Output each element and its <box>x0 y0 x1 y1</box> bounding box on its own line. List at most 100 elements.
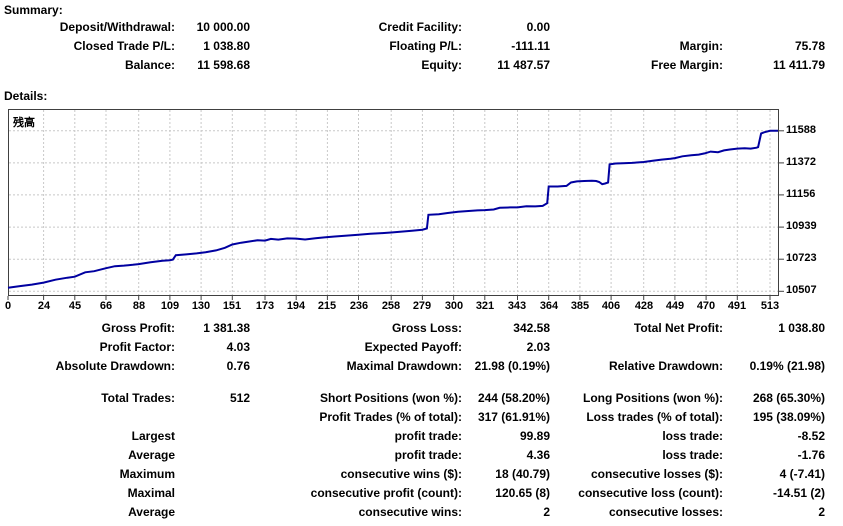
row-value: 2 <box>818 505 825 519</box>
x-tick-label: 491 <box>727 300 747 312</box>
x-tick-label: 258 <box>381 300 401 312</box>
balance-chart-plot <box>0 109 843 320</box>
x-tick-label: 449 <box>665 300 685 312</box>
row-label: Short Positions (won %): <box>320 391 462 405</box>
row-label: Profit Factor: <box>99 340 175 354</box>
row-value: 2.03 <box>526 340 550 354</box>
x-tick-label: 300 <box>444 300 464 312</box>
row-value: 4 (-7.41) <box>779 467 825 481</box>
row-label: Free Margin: <box>650 58 723 72</box>
row-label: Maximal Drawdown: <box>346 359 462 373</box>
row-value: 75.78 <box>794 39 825 53</box>
x-tick-label: 279 <box>412 300 432 312</box>
balance-chart: 残高 11588 11372 11156 10939 10723 10507 0 24 45 6… <box>0 109 843 315</box>
x-tick-label: 0 <box>4 300 12 312</box>
x-tick-label: 406 <box>601 300 621 312</box>
row-value: 0.76 <box>226 359 250 373</box>
y-tick-label: 11156 <box>786 188 816 200</box>
row-label: Maximum <box>119 467 175 481</box>
x-tick-label: 151 <box>222 300 242 312</box>
x-tick-label: 236 <box>349 300 369 312</box>
row-value: 244 (58.20%) <box>477 391 550 405</box>
row-label: Total Trades: <box>101 391 175 405</box>
row-label: Gross Profit: <box>101 321 175 335</box>
y-tick-label: 11588 <box>786 124 816 136</box>
x-tick-label: 343 <box>507 300 527 312</box>
row-value: 11 411.79 <box>772 58 825 72</box>
row-label: Loss trades (% of total): <box>586 410 723 424</box>
row-value: 1 381.38 <box>203 321 250 335</box>
row-value: -14.51 (2) <box>772 486 825 500</box>
x-tick-label: 321 <box>475 300 495 312</box>
y-tick-label: 10723 <box>786 252 817 264</box>
row-label: Credit Facility: <box>378 20 462 34</box>
row-value: 195 (38.09%) <box>752 410 825 424</box>
row-value: 4.36 <box>526 448 550 462</box>
y-tick-label: 10507 <box>786 284 817 296</box>
row-value: 268 (65.30%) <box>752 391 825 405</box>
x-tick-label: 385 <box>570 300 590 312</box>
chart-title: 残高 <box>13 117 35 129</box>
x-tick-label: 428 <box>634 300 654 312</box>
x-tick-label: 109 <box>160 300 180 312</box>
row-label: consecutive wins ($): <box>340 467 462 481</box>
balance-line <box>7 129 778 289</box>
row-value: 4.03 <box>226 340 250 354</box>
row-label: Total Net Profit: <box>633 321 723 335</box>
row-label: Average <box>128 505 175 519</box>
row-value: 0.00 <box>526 20 550 34</box>
row-value: 18 (40.79) <box>495 467 550 481</box>
x-tick-label: 130 <box>191 300 211 312</box>
x-tick-label: 88 <box>132 300 146 312</box>
row-value: 1 038.80 <box>778 321 825 335</box>
row-label: consecutive losses ($): <box>590 467 723 481</box>
row-label: Long Positions (won %): <box>583 391 723 405</box>
row-label: Maximal <box>127 486 175 500</box>
x-tick-label: 24 <box>37 300 51 312</box>
x-tick-label: 45 <box>68 300 82 312</box>
row-label: loss trade: <box>662 429 723 443</box>
y-tick-label: 10939 <box>786 220 817 232</box>
row-value: 99.89 <box>519 429 550 443</box>
x-tick-label: 194 <box>286 300 306 312</box>
row-value: 1 038.80 <box>203 39 250 53</box>
row-label: Closed Trade P/L: <box>73 39 175 53</box>
x-tick-label: 173 <box>255 300 275 312</box>
row-label: consecutive losses: <box>608 505 723 519</box>
row-label: Profit Trades (% of total): <box>319 410 462 424</box>
row-label: Balance: <box>124 58 175 72</box>
row-label: Gross Loss: <box>391 321 462 335</box>
row-label: consecutive loss (count): <box>578 486 723 500</box>
row-label: consecutive profit (count): <box>310 486 462 500</box>
row-label: Margin: <box>679 39 723 53</box>
row-label: Floating P/L: <box>389 39 462 53</box>
row-label: profit trade: <box>394 448 462 462</box>
row-value: 0.19% (21.98) <box>749 359 825 373</box>
row-value: 317 (61.91%) <box>477 410 550 424</box>
row-label: Average <box>128 448 175 462</box>
details-heading: Details: <box>4 89 48 103</box>
row-value: 11 487.57 <box>497 58 550 72</box>
y-tick-label: 11372 <box>786 156 816 168</box>
x-tick-label: 364 <box>539 300 559 312</box>
row-label: profit trade: <box>394 429 462 443</box>
x-tick-label: 66 <box>99 300 113 312</box>
row-label: loss trade: <box>662 448 723 462</box>
row-label: Absolute Drawdown: <box>55 359 175 373</box>
row-value: 10 000.00 <box>196 20 250 34</box>
x-tick-label: 215 <box>317 300 337 312</box>
summary-heading: Summary: <box>4 3 63 17</box>
row-value: 11 598.68 <box>197 58 250 72</box>
row-value: -1.76 <box>797 448 825 462</box>
row-label: Equity: <box>421 58 462 72</box>
row-label: Largest <box>131 429 175 443</box>
row-label: Expected Payoff: <box>364 340 462 354</box>
row-value: 342.58 <box>513 321 550 335</box>
row-value: -8.52 <box>797 429 825 443</box>
x-tick-label: 470 <box>696 300 716 312</box>
row-value: -111.11 <box>511 39 550 53</box>
x-tick-label: 513 <box>760 300 780 312</box>
row-value: 120.65 (8) <box>495 486 550 500</box>
row-value: 2 <box>543 505 550 519</box>
